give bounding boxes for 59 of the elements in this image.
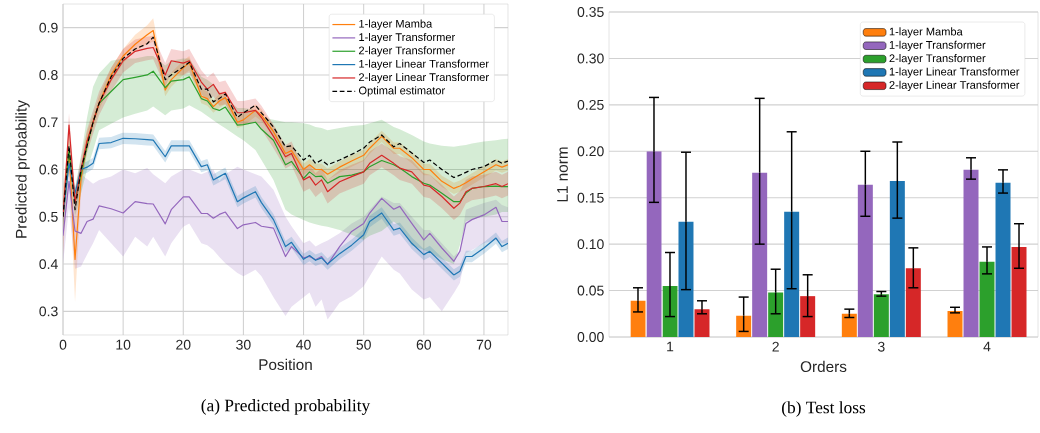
y-tick-label: 0.3: [39, 306, 58, 317]
legend-label: 2-layer Transformer: [889, 54, 986, 65]
y-axis-title: L1 norm: [557, 147, 568, 202]
legend-label: 2-layer Linear Transformer: [889, 80, 1020, 92]
x-tick-label: 10: [116, 339, 131, 350]
legend-label: 2-layer Linear Transformer: [359, 72, 489, 84]
bar: [1011, 246, 1027, 337]
y-tick-label: 0.5: [39, 211, 58, 222]
legend-label: Optimal estimator: [358, 86, 445, 97]
y-tick-label: 0.25: [577, 99, 604, 110]
text: (b) Test loss: [782, 401, 866, 417]
bar: [800, 296, 816, 337]
x-axis-title: Orders: [800, 360, 847, 373]
legend-label: 1-layer Transformer: [359, 32, 456, 44]
legend-label: 1-layer Mamba: [359, 19, 433, 30]
bar: [694, 309, 710, 337]
bar: [841, 313, 857, 337]
y-tick-label: 0.8: [39, 69, 58, 80]
x-tick-label: 60: [416, 339, 432, 350]
x-tick-label: 1: [667, 341, 674, 352]
y-tick-label: 0.7: [39, 117, 58, 128]
legend-label: 1-layer Transformer: [889, 40, 986, 52]
x-tick-label: 70: [476, 339, 492, 350]
bar: [947, 311, 963, 337]
x-tick-label: 4: [983, 341, 991, 352]
y-tick-label: 0.35: [577, 7, 604, 17]
y-tick-label: 0.00: [577, 332, 604, 342]
x-tick-label: 40: [296, 339, 311, 350]
x-tick-label: 30: [236, 339, 251, 350]
x-tick-label: 50: [356, 339, 371, 350]
bar: [979, 261, 995, 337]
y-tick-label: 0.30: [577, 53, 604, 64]
x-axis-title: Position: [259, 358, 312, 371]
y-tick-label: 0.6: [39, 164, 58, 175]
bar: [752, 172, 768, 337]
bar: [905, 268, 921, 337]
bar: [889, 181, 905, 337]
x-tick-label: 20: [176, 339, 191, 350]
bar: [646, 151, 662, 337]
y-axis-title: Predicted probability: [15, 100, 30, 238]
text: (a) Predicted probability: [201, 399, 371, 415]
legend-label: 1-layer Mamba: [889, 27, 963, 38]
x-tick-label: 3: [877, 341, 885, 352]
y-tick-label: 0.05: [577, 285, 604, 296]
legend-label: 2-layer Transformer: [359, 46, 456, 57]
y-tick-label: 0.4: [39, 259, 58, 270]
x-tick-label: 2: [772, 341, 779, 352]
legend-label: 1-layer Linear Transformer: [889, 67, 1020, 78]
x-tick-label: 0: [59, 339, 67, 350]
bar: [857, 184, 873, 337]
y-tick-label: 0.15: [577, 192, 604, 203]
y-tick-label: 0.20: [577, 146, 604, 157]
legend-label: 1-layer Linear Transformer: [359, 59, 489, 70]
bar: [768, 292, 784, 337]
bar: [873, 294, 889, 337]
y-tick-label: 0.10: [577, 239, 604, 250]
y-tick-label: 0.9: [39, 22, 58, 33]
bar: [963, 169, 979, 337]
bar: [995, 182, 1011, 337]
